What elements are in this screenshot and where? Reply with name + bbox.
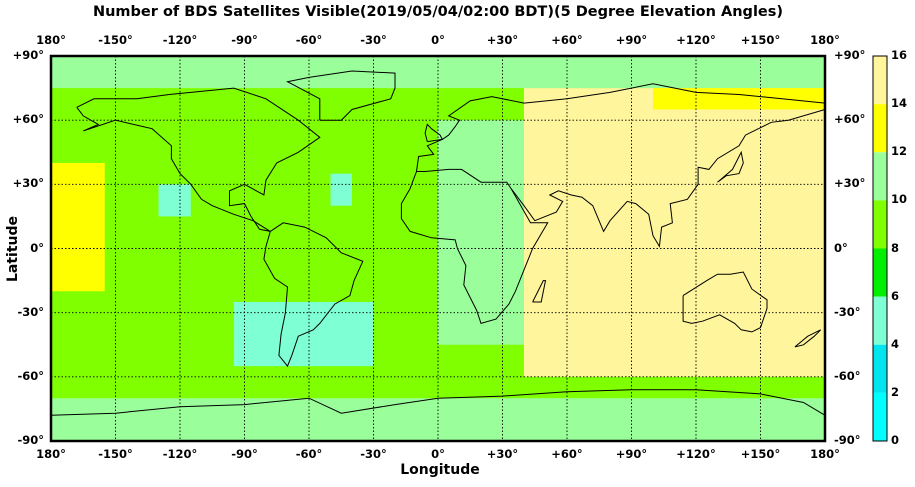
bottom-lon-tick: -150° [98,447,133,461]
coastline-11 [532,280,547,303]
top-lon-tick: -90° [231,33,258,47]
bottom-lon-tick: 180° [810,447,840,461]
left-lat-tick: -90° [17,433,44,447]
left-lat-tick: +90° [12,48,44,62]
colorbar-band [873,248,887,297]
colorbar-tick: 8 [891,240,900,255]
right-lat-tick: +30° [834,176,866,191]
colorbar-tick: 6 [891,288,900,303]
bottom-lon-tick: -90° [231,447,258,461]
top-lon-tick: +60° [551,33,583,47]
right-lat-tick: -90° [834,433,861,447]
bottom-lon-tick: +150° [740,447,781,461]
bottom-lon-tick: 180° [36,447,66,461]
bottom-lon-tick: -30° [360,447,387,461]
coastline-4 [510,109,826,248]
right-lat-tick: -30° [834,304,861,319]
bottom-lon-tick: +60° [551,447,583,461]
coastline-9 [717,150,744,183]
colorbar-tick: 12 [891,144,908,159]
coastline-0 [76,87,321,232]
top-lon-tick: -150° [98,33,133,47]
colorbar-band [873,152,887,201]
top-lon-tick: +150° [740,33,781,47]
colorbar-tick: 10 [891,192,908,207]
visibility-region-7 [330,173,352,206]
top-lon-tick: -120° [162,33,198,47]
left-lat-tick: -30° [17,304,44,319]
visibility-region-6 [158,184,191,217]
bottom-lon-tick: -60° [295,447,323,461]
x-axis-label: Longitude [400,462,480,478]
top-lon-tick: -60° [295,33,323,47]
bottom-lon-tick: +90° [615,447,648,461]
left-lat-tick: 0° [30,240,44,255]
colorbar-band [873,56,887,105]
grid-lines [51,56,825,441]
visibility-region-2 [51,56,825,89]
coastline-1 [263,222,364,368]
colorbar-tick: 0 [891,433,900,447]
colorbar-frame [872,55,888,442]
right-lat-tick: -60° [834,368,861,383]
top-lon-tick: +30° [486,33,519,47]
visibility-region-5 [180,152,352,270]
top-lon-tick: +90° [615,33,648,47]
right-lat-tick: 0° [834,240,848,255]
chart-title: Number of BDS Satellites Visible(2019/05… [92,4,784,20]
bottom-lon-tick: +120° [676,447,716,461]
bottom-lon-tick: 0° [431,447,445,461]
colorbar-tick: 14 [891,96,908,111]
colorbar-band [873,392,887,441]
right-lat-tick: +60° [834,112,866,127]
visibility-region-10 [653,88,825,110]
coastline-6 [50,389,826,416]
bottom-lon-tick: +30° [486,447,519,461]
bottom-lon-tick: -120° [162,447,198,461]
colorbar-band [873,344,887,393]
visibility-region-9 [51,162,105,292]
top-lon-tick: 180° [36,33,66,47]
colorbar-band [873,200,887,249]
left-lat-tick: -60° [17,368,44,383]
colorbar-tick: 2 [891,384,900,399]
colorbar-tick: 16 [891,48,908,62]
coastline-5 [682,271,768,333]
visibility-region-0 [524,88,825,377]
left-lat-tick: +60° [12,112,44,127]
colorbar-band [873,296,887,345]
map-frame [49,54,827,443]
coastline-10 [794,329,822,348]
coastline-7 [286,70,396,121]
top-lon-tick: +120° [676,33,716,47]
colorbar-band [873,104,887,153]
top-lon-tick: 0° [431,33,445,47]
right-lat-tick: +90° [834,48,866,62]
top-lon-tick: 180° [810,33,840,47]
top-lon-tick: -30° [360,33,387,47]
visibility-region-3 [51,398,825,441]
colorbar-tick: 4 [891,336,900,351]
colorbar [872,55,888,442]
coastline-8 [424,123,444,143]
left-lat-tick: +30° [12,176,44,191]
visibility-region-1 [438,120,524,345]
